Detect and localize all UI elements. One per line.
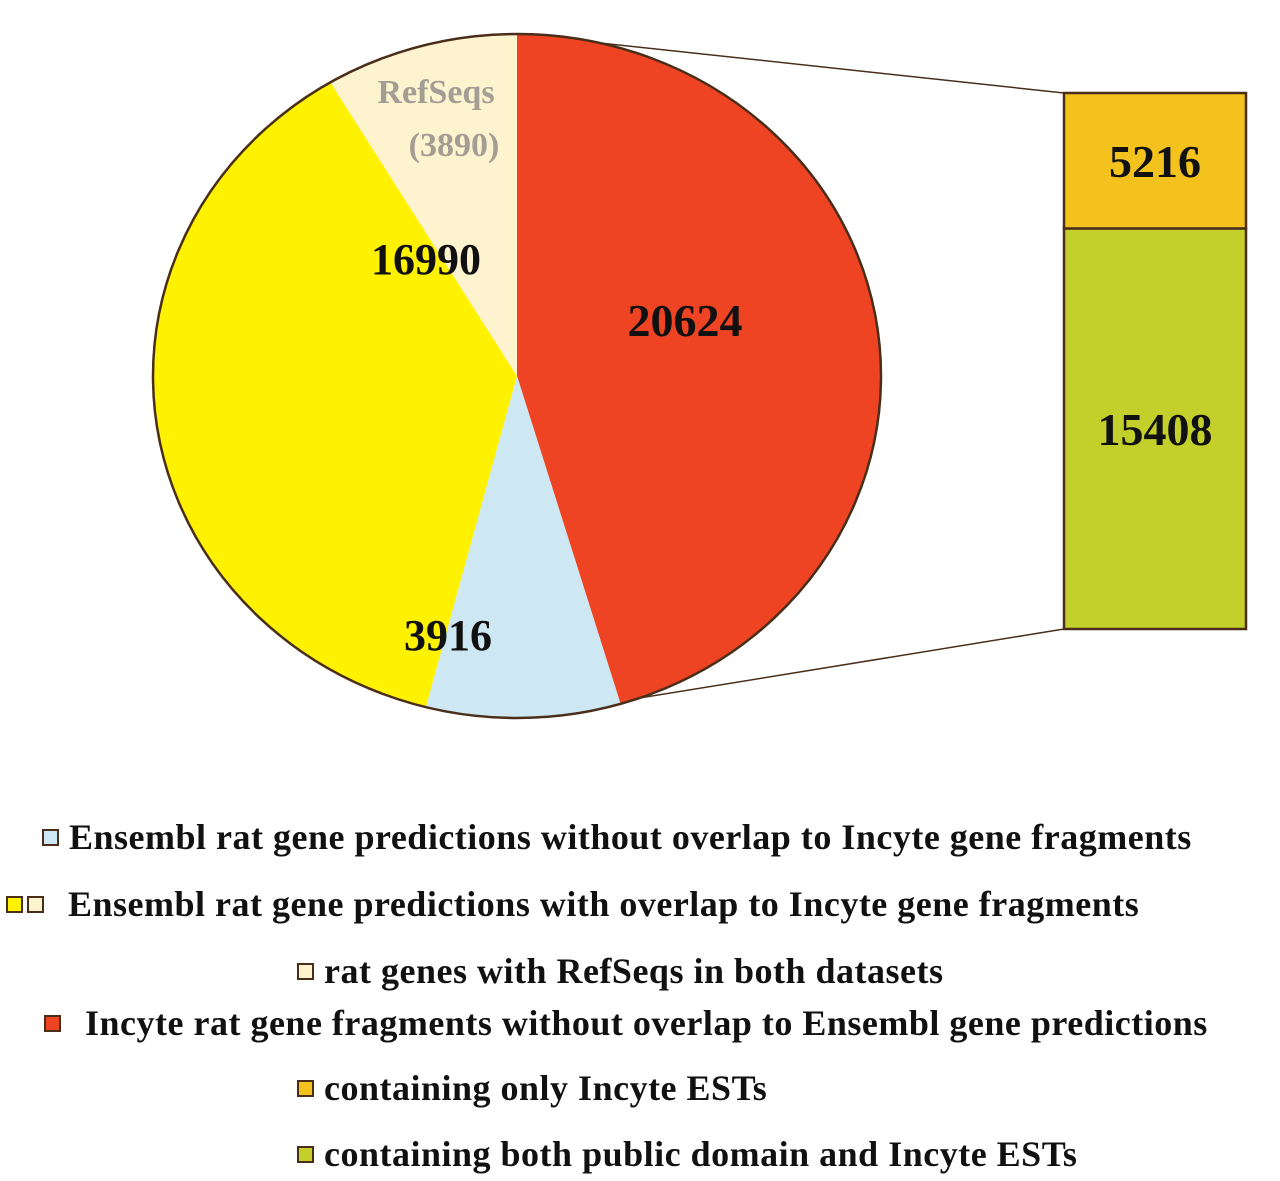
- bar-segment-public-and-incyte: [1062, 227, 1248, 631]
- stacked-bar: 5216 15408: [1062, 91, 1248, 631]
- pie-outline: [151, 32, 883, 720]
- bar-segment-only-incyte-ests: [1062, 91, 1248, 230]
- pie-label-incyte-no-overlap: 20624: [628, 295, 743, 346]
- pie-label-refseqs-name: RefSeqs: [377, 74, 494, 111]
- pie-label-ensembl-no-overlap: 3916: [404, 611, 492, 660]
- pie-slice-incyte-no-overlap: [517, 34, 882, 704]
- pie-slice-ensembl-overlap: [152, 82, 517, 708]
- bar-label-only-incyte-ests: 5216: [1109, 136, 1201, 187]
- pie-chart: 20624 3916 16990 RefSeqs (3890): [151, 32, 883, 720]
- bar-label-public-and-incyte: 15408: [1098, 404, 1213, 455]
- pie-label-refseqs-count: (3890): [409, 127, 500, 164]
- pie-label-ensembl-overlap: 16990: [371, 235, 481, 284]
- pie-slice-refseqs: [330, 34, 517, 376]
- pie-slice-ensembl-no-overlap: [425, 376, 621, 718]
